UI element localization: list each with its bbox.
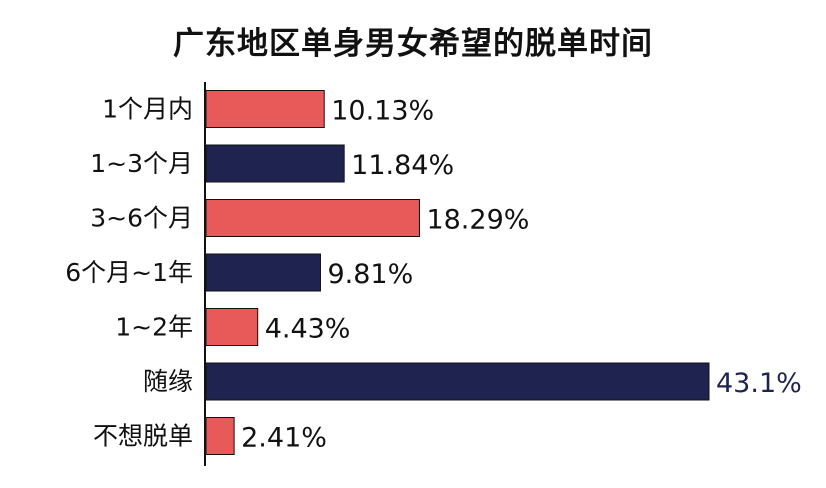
category-label: 3~6个月 (90, 204, 193, 233)
category-label: 不想脱单 (93, 422, 193, 451)
category-label: 1个月内 (102, 95, 193, 124)
category-label: 6个月~1年 (65, 258, 193, 287)
data-label: 11.84% (351, 150, 454, 181)
data-label: 18.29% (426, 205, 529, 236)
data-label: 43.1% (716, 368, 802, 399)
chart-title: 广东地区单身男女希望的脱单时间 (173, 26, 653, 62)
data-label: 10.13% (331, 96, 434, 127)
category-label: 随缘 (143, 367, 193, 396)
bar (205, 362, 710, 401)
data-label: 9.81% (327, 259, 413, 290)
data-label: 4.43% (265, 314, 351, 345)
bars-layer: 1个月内 10.13% 1~3个月 11.84% 3~6个月 18.29% 6个月~1年 9.… (65, 90, 802, 455)
bar (205, 308, 259, 346)
bar (205, 199, 420, 237)
category-label: 1~3个月 (90, 149, 193, 178)
bar (205, 253, 321, 292)
bar (205, 144, 345, 183)
category-label: 1~2年 (115, 313, 193, 342)
bar (205, 417, 235, 455)
data-label: 2.41% (241, 423, 327, 454)
bar (205, 90, 325, 128)
